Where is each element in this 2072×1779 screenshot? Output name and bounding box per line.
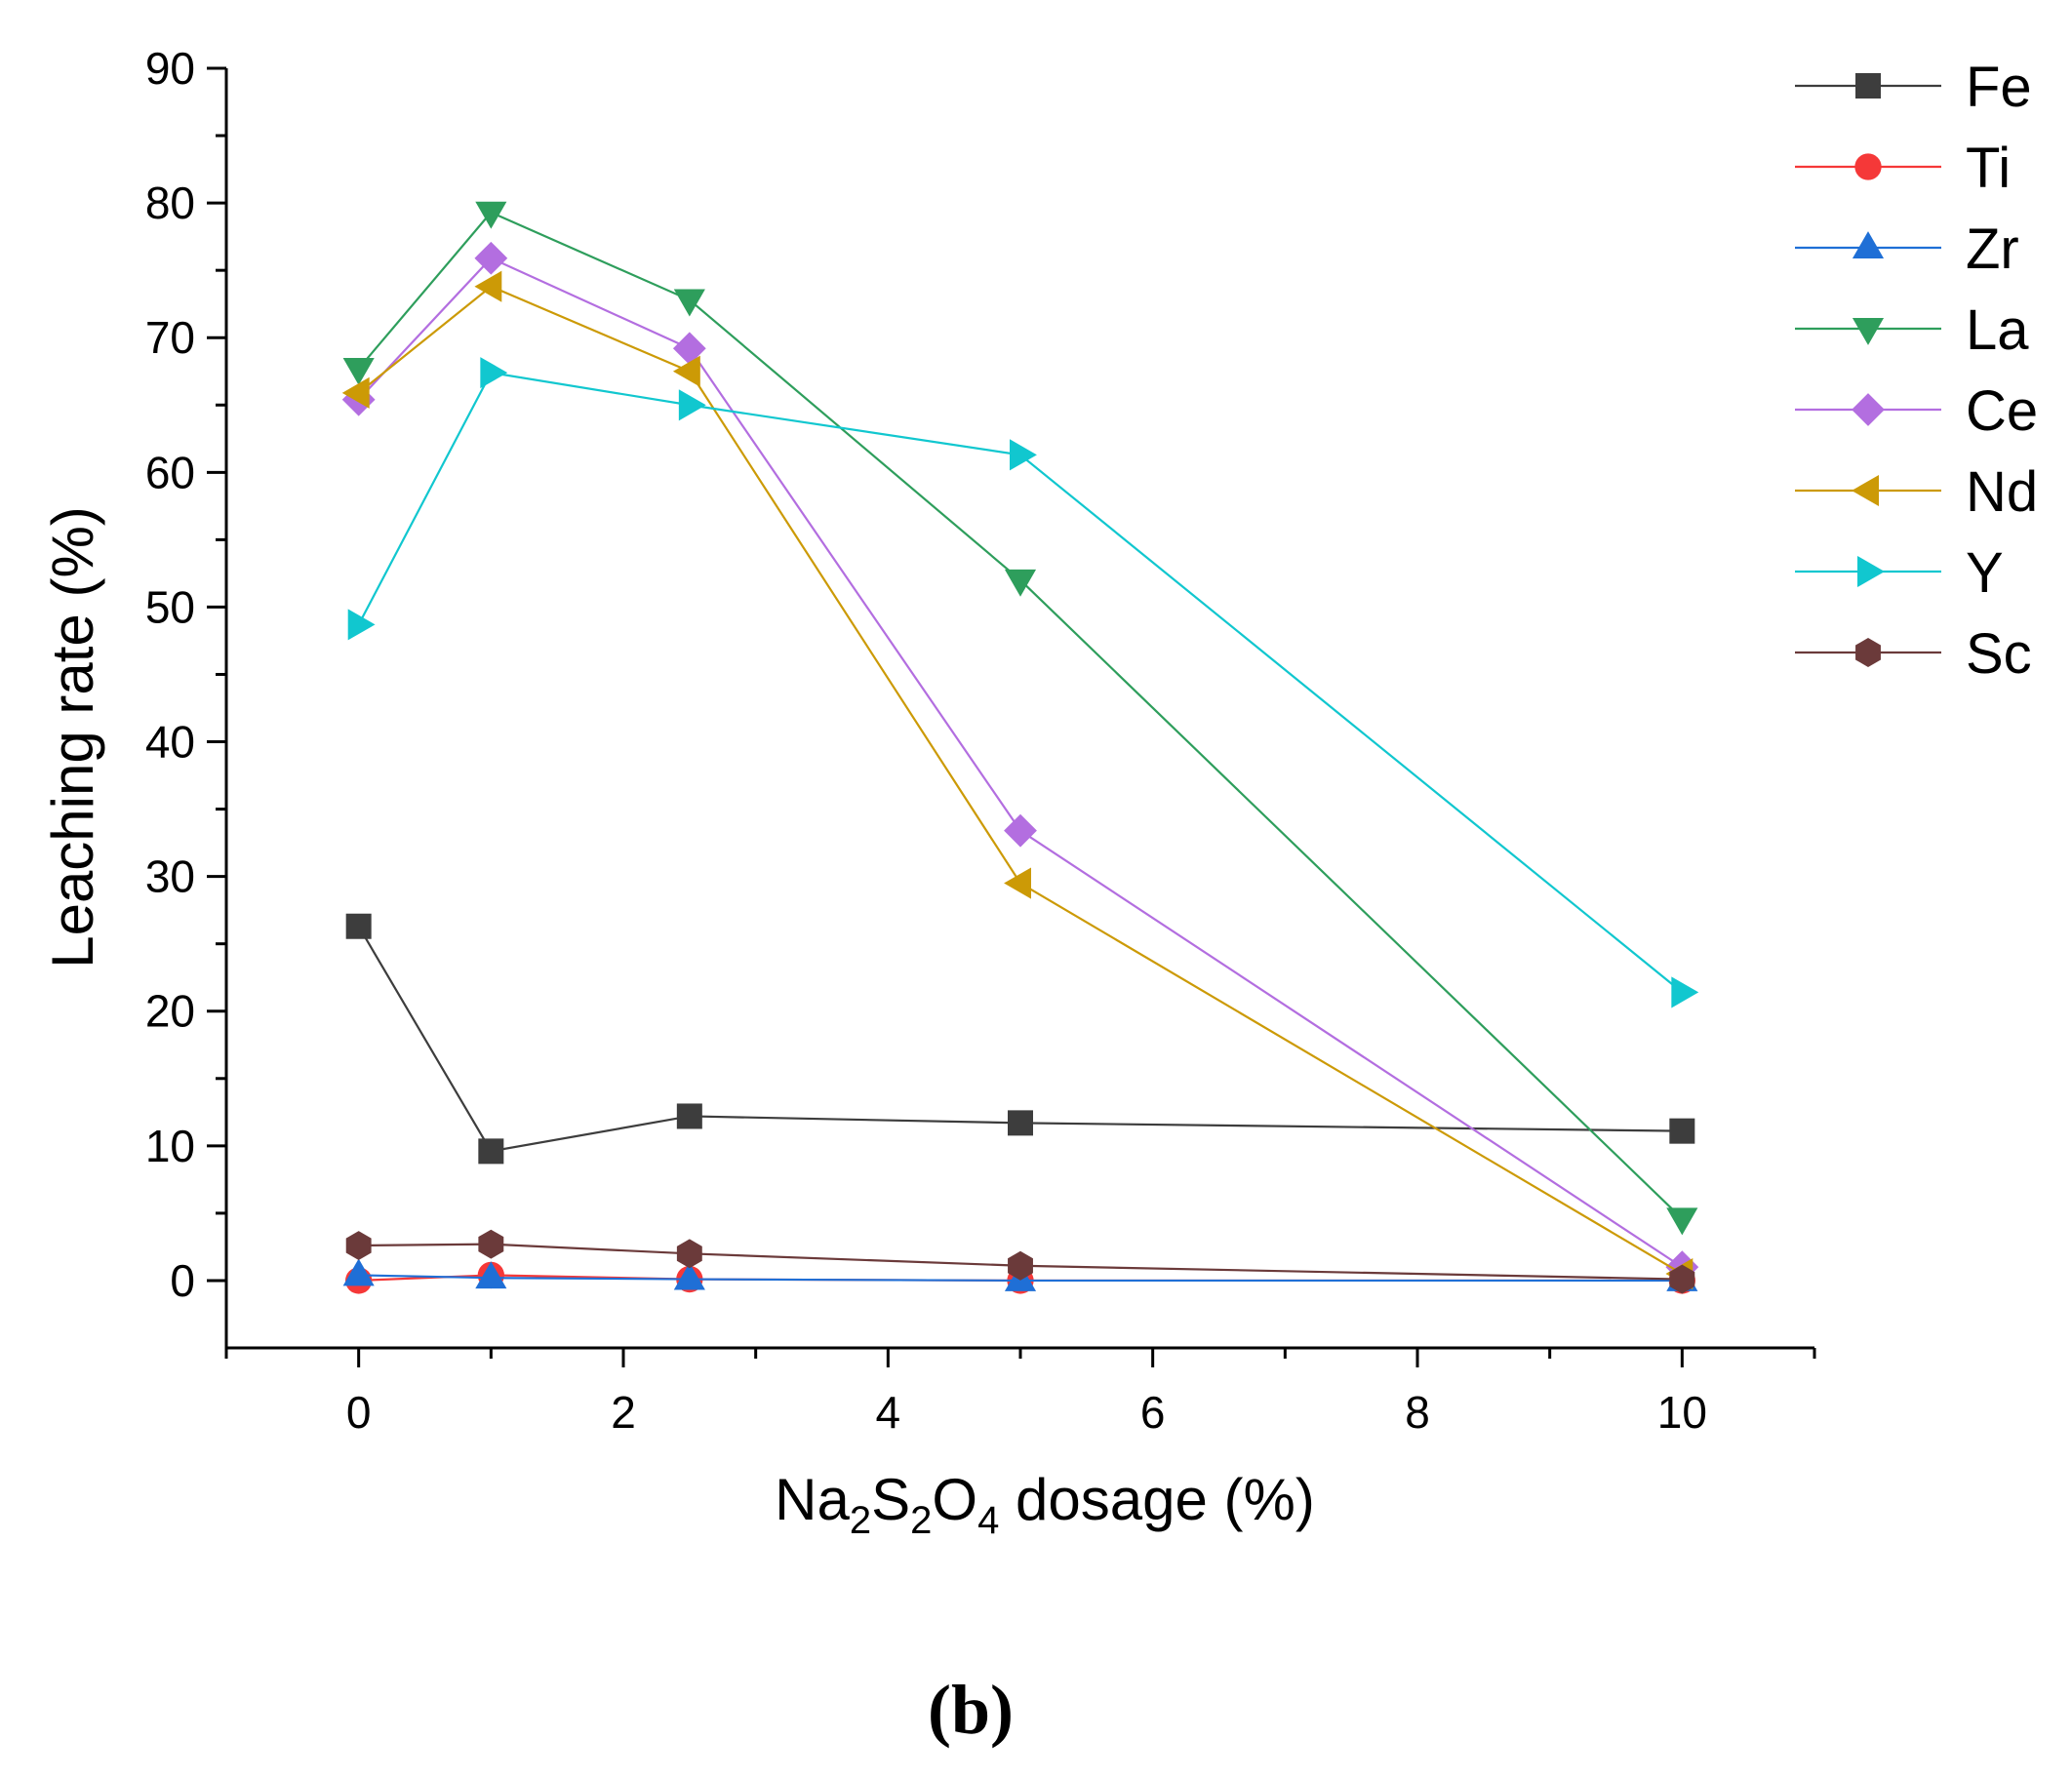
series-sc (345, 1229, 1695, 1294)
data-point-y (480, 357, 508, 389)
legend-marker (1852, 318, 1885, 345)
data-point-sc (1669, 1264, 1695, 1294)
y-tick-label: 40 (145, 717, 195, 768)
y-tick-label: 70 (145, 312, 195, 363)
x-axis-title-part: S (871, 1467, 910, 1532)
y-tick-label: 50 (145, 581, 195, 632)
legend-label: Ti (1966, 137, 2011, 200)
legend-label: Sc (1966, 622, 2032, 686)
x-axis-title-subscript: 2 (910, 1499, 932, 1542)
legend-marker (1855, 73, 1881, 99)
data-point-sc (1008, 1250, 1033, 1281)
x-axis-title-part: dosage (%) (999, 1467, 1315, 1532)
legend-item-ce: Ce (1795, 379, 2038, 443)
axes-layer: 0 10 20 30 40 50 60 70 80 90 0 2 4 6 8 10 Leaching rate … (40, 43, 1816, 1542)
legend-item-ti: Ti (1795, 137, 2011, 200)
x-axis-title-subscript: 4 (977, 1499, 999, 1542)
x-tick-label: 4 (876, 1387, 901, 1438)
legend-marker (1852, 474, 1879, 507)
data-point-nd (474, 270, 502, 302)
x-tick-label: 8 (1405, 1387, 1430, 1438)
data-point-y (1671, 976, 1699, 1008)
legend-item-sc: Sc (1795, 622, 2032, 686)
data-point-ce (474, 241, 508, 275)
data-point-zr (342, 1258, 375, 1286)
data-point-la (342, 357, 375, 385)
data-point-sc (345, 1231, 372, 1260)
data-point-la (475, 201, 507, 229)
legend: Fe Ti Zr La Ce Nd Y Sc (1795, 56, 2038, 686)
legend-label: Fe (1966, 56, 2032, 119)
series-nd (341, 270, 1693, 1290)
series-line-la (357, 211, 1684, 1220)
data-point-fe (478, 1138, 504, 1165)
legend-marker (1855, 638, 1881, 667)
data-point-fe (345, 913, 372, 939)
x-tick-label: 10 (1657, 1387, 1707, 1438)
data-point-zr (475, 1261, 507, 1289)
data-point-nd (341, 376, 370, 409)
legend-marker (1854, 153, 1882, 180)
data-point-nd (672, 355, 700, 387)
x-tick-label: 6 (1140, 1387, 1166, 1438)
legend-marker (1857, 555, 1885, 588)
data-point-zr (673, 1262, 705, 1290)
x-tick-label: 2 (611, 1387, 636, 1438)
legend-item-fe: Fe (1795, 56, 2032, 119)
data-point-la (673, 289, 705, 317)
series-y (347, 357, 1699, 1008)
legend-label: La (1966, 298, 2029, 362)
data-point-sc (478, 1229, 504, 1259)
y-tick-label: 30 (145, 851, 195, 902)
panel-label: (b) (928, 1671, 1014, 1749)
y-axis-title: Leaching rate (%) (40, 506, 105, 969)
data-point-nd (1004, 867, 1031, 899)
legend-item-y: Y (1795, 541, 2004, 605)
x-axis-title-part: O (932, 1467, 977, 1532)
x-tick-label: 0 (346, 1387, 372, 1438)
y-tick-label: 60 (145, 447, 195, 497)
series-layer (341, 201, 1699, 1294)
data-point-ce (1004, 813, 1037, 848)
legend-item-nd: Nd (1795, 460, 2038, 524)
y-tick-label: 90 (145, 43, 195, 94)
data-point-y (1010, 439, 1037, 471)
data-point-y (678, 389, 706, 421)
x-axis-title: Na2S2O4 dosage (%) (775, 1467, 1315, 1542)
y-tick-label: 0 (170, 1255, 195, 1306)
data-point-fe (676, 1103, 702, 1129)
legend-marker (1852, 231, 1885, 258)
x-axis-title-subscript: 2 (850, 1499, 871, 1542)
series-fe (345, 913, 1695, 1165)
data-point-la (1666, 1207, 1698, 1236)
legend-label: Nd (1966, 460, 2038, 524)
x-axis-title-part: Na (775, 1467, 850, 1532)
data-point-fe (1008, 1110, 1033, 1136)
data-point-sc (676, 1239, 702, 1269)
data-point-la (1004, 569, 1037, 597)
legend-marker (1852, 393, 1885, 426)
data-point-y (347, 609, 376, 641)
legend-item-la: La (1795, 298, 2029, 362)
series-la (342, 201, 1698, 1236)
legend-label: Y (1966, 541, 2004, 605)
series-line-y (357, 371, 1684, 994)
data-point-ce (672, 332, 706, 366)
y-tick-label: 10 (145, 1121, 195, 1171)
legend-label: Ce (1966, 379, 2038, 443)
data-point-fe (1669, 1118, 1695, 1144)
y-tick-label: 80 (145, 178, 195, 228)
y-tick-label: 20 (145, 986, 195, 1037)
legend-item-zr: Zr (1795, 217, 2019, 281)
legend-label: Zr (1966, 217, 2019, 281)
